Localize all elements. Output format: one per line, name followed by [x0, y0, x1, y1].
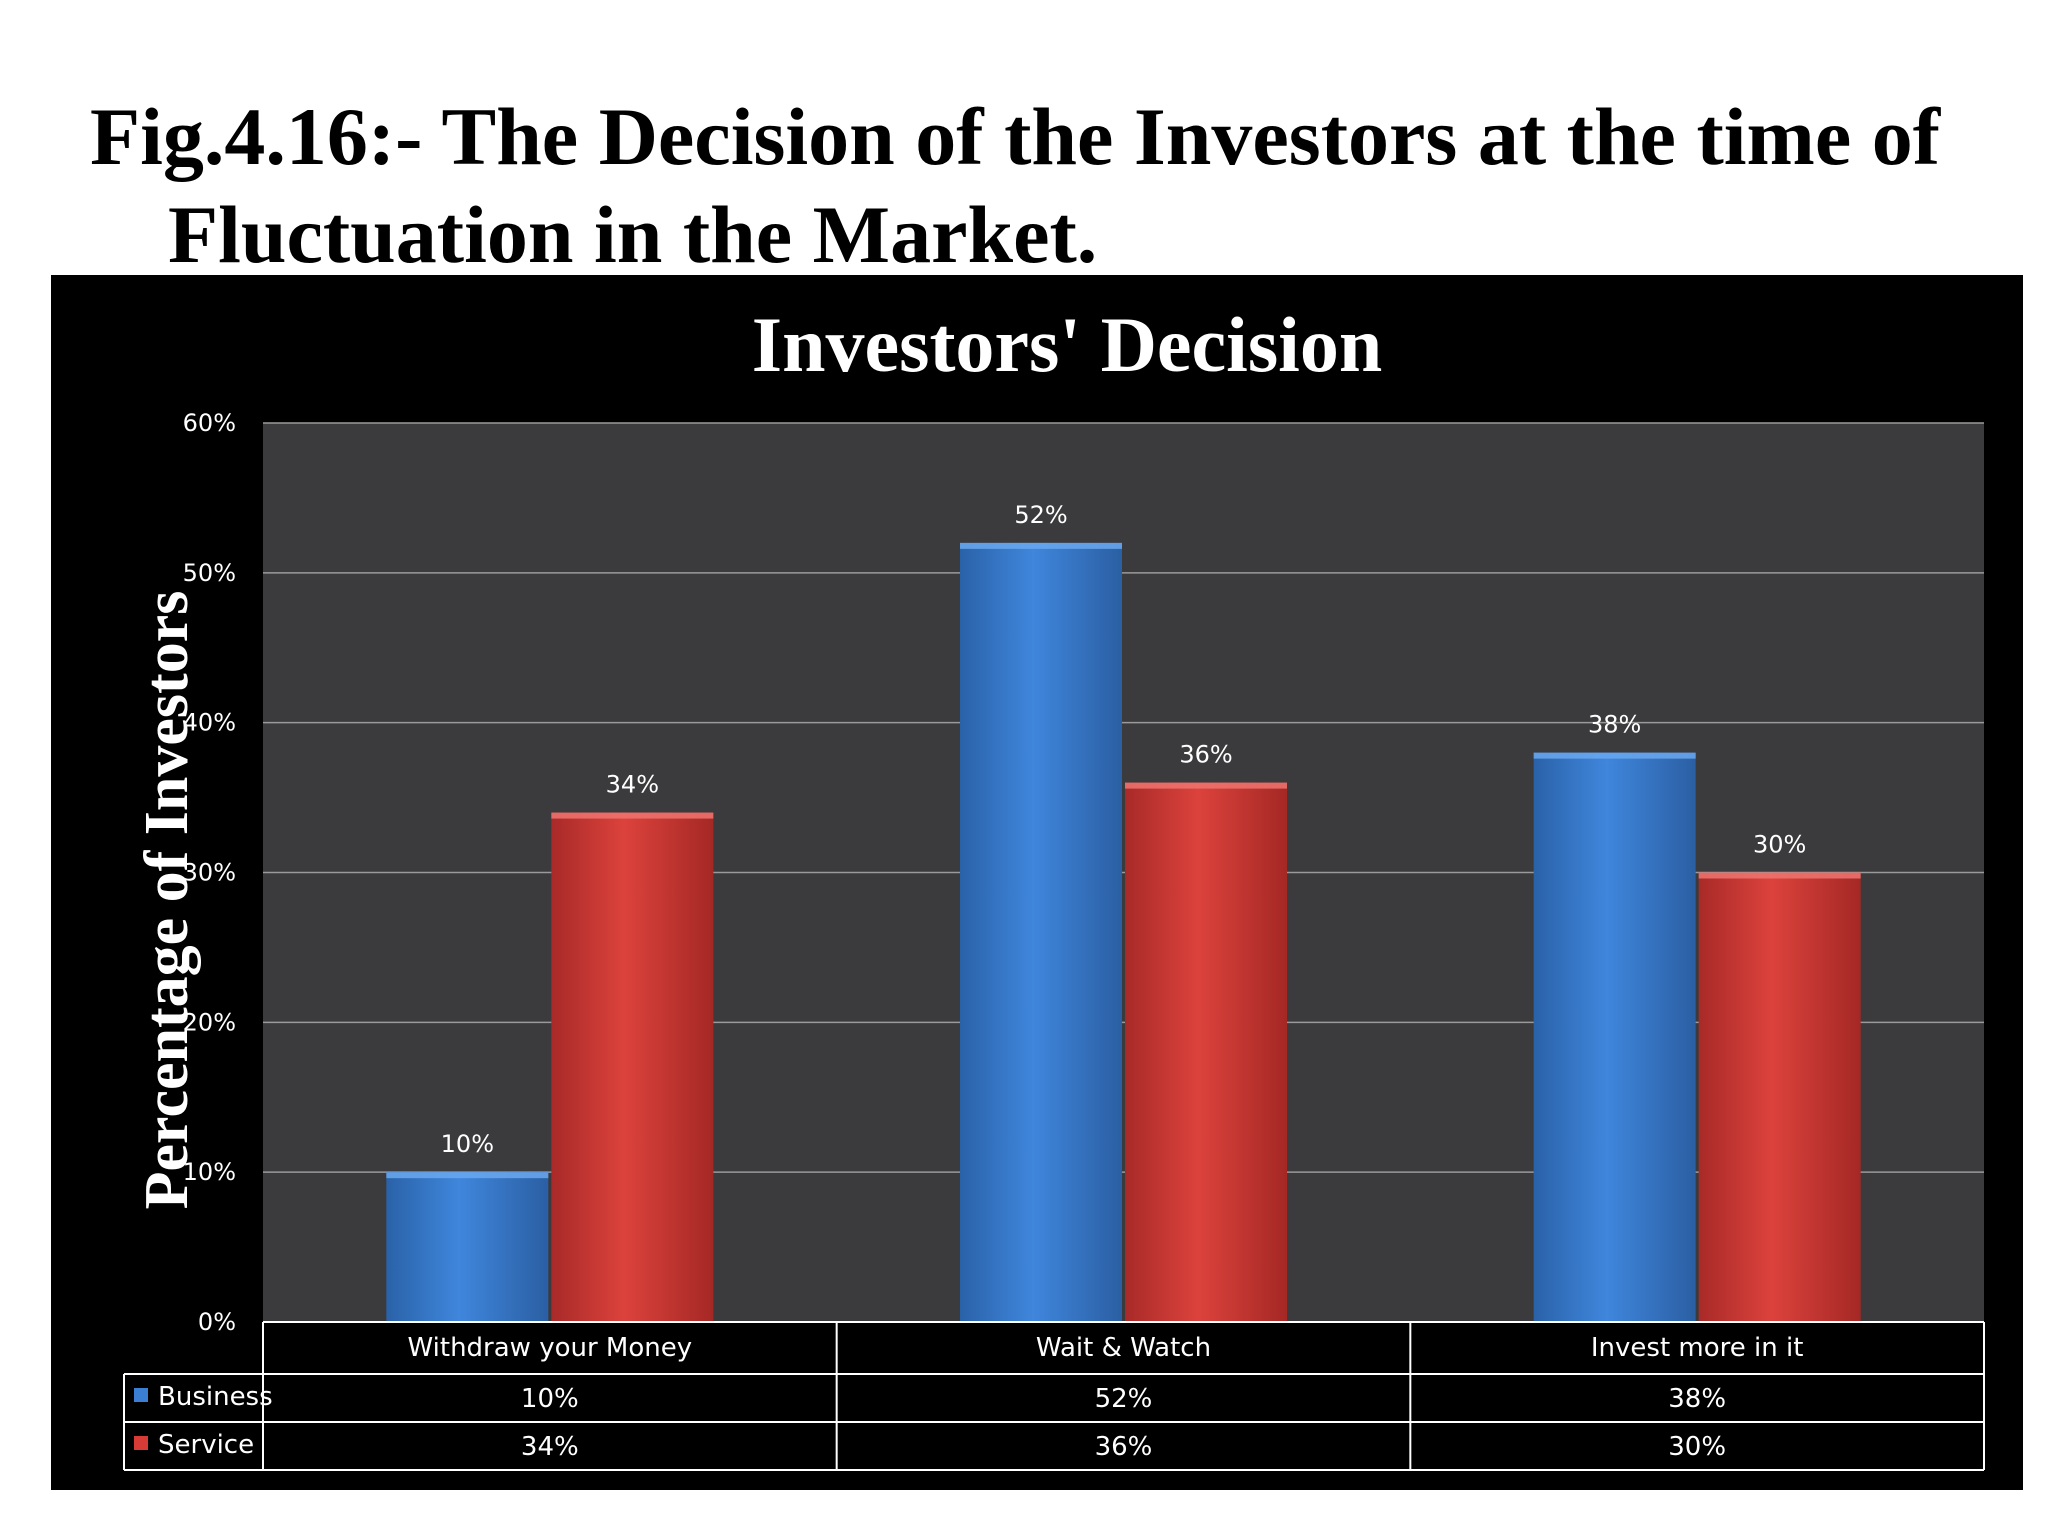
bar-top-highlight — [1698, 872, 1861, 879]
table-cell: 52% — [1095, 1384, 1153, 1414]
table-cell: 38% — [1668, 1384, 1726, 1414]
chart-panel: Investors' Decision Percentage of Invest… — [51, 275, 2023, 1490]
legend-key-business — [134, 1388, 148, 1402]
data-label: 10% — [441, 1130, 494, 1158]
figure-title-line-2: Fluctuation in the Market. — [168, 189, 1098, 280]
y-tick-label: 20% — [183, 1008, 236, 1036]
y-tick-label: 30% — [183, 859, 236, 887]
bar-top-highlight — [960, 542, 1122, 549]
bar-business — [1533, 752, 1696, 1322]
data-table: Withdraw your Money Wait & Watch Invest mo… — [123, 1321, 1985, 1471]
table-cell: 34% — [521, 1432, 579, 1462]
figure-title-line-1: Fig.4.16:- The Decision of the Investors… — [90, 91, 1941, 182]
y-tick-label: 50% — [183, 559, 236, 587]
y-axis-label: Percentage of Investors — [133, 591, 201, 1210]
plot-area: 0% 10% 20% 30% 40% 50% 60% 10% 52% 38% 34% 36% 30% — [183, 409, 1984, 1336]
bar-top-highlight — [1125, 782, 1287, 789]
bar-top-highlight — [1533, 752, 1696, 759]
bar-chart: Investors' Decision Percentage of Invest… — [123, 301, 1985, 1471]
table-cell: 10% — [521, 1384, 579, 1414]
chart-title: Investors' Decision — [752, 301, 1382, 388]
data-label: 30% — [1753, 831, 1806, 859]
data-label: 34% — [606, 771, 659, 799]
table-cell: 30% — [1668, 1432, 1726, 1462]
y-tick-label: 10% — [183, 1158, 236, 1186]
bar-top-highlight — [551, 812, 714, 819]
y-tick-label: 60% — [183, 409, 236, 437]
category-label: Withdraw your Money — [408, 1333, 693, 1363]
bar-business — [386, 1172, 549, 1322]
bar-service — [1125, 782, 1287, 1322]
bar-service — [1698, 872, 1861, 1322]
data-label: 38% — [1588, 711, 1641, 739]
legend-label: Service — [158, 1430, 254, 1460]
data-label: 36% — [1179, 741, 1232, 769]
figure-title: Fig.4.16:- The Decision of the Investors… — [90, 88, 1990, 284]
category-label: Wait & Watch — [1036, 1333, 1211, 1363]
data-label: 52% — [1014, 501, 1067, 529]
y-tick-label: 0% — [198, 1308, 236, 1336]
y-tick-label: 40% — [183, 709, 236, 737]
category-label: Invest more in it — [1591, 1333, 1804, 1363]
legend-key-service — [134, 1436, 148, 1450]
bar-top-highlight — [386, 1172, 549, 1179]
bar-business — [960, 542, 1122, 1322]
bar-service — [551, 812, 714, 1322]
table-cell: 36% — [1095, 1432, 1153, 1462]
legend-label: Business — [158, 1382, 273, 1412]
